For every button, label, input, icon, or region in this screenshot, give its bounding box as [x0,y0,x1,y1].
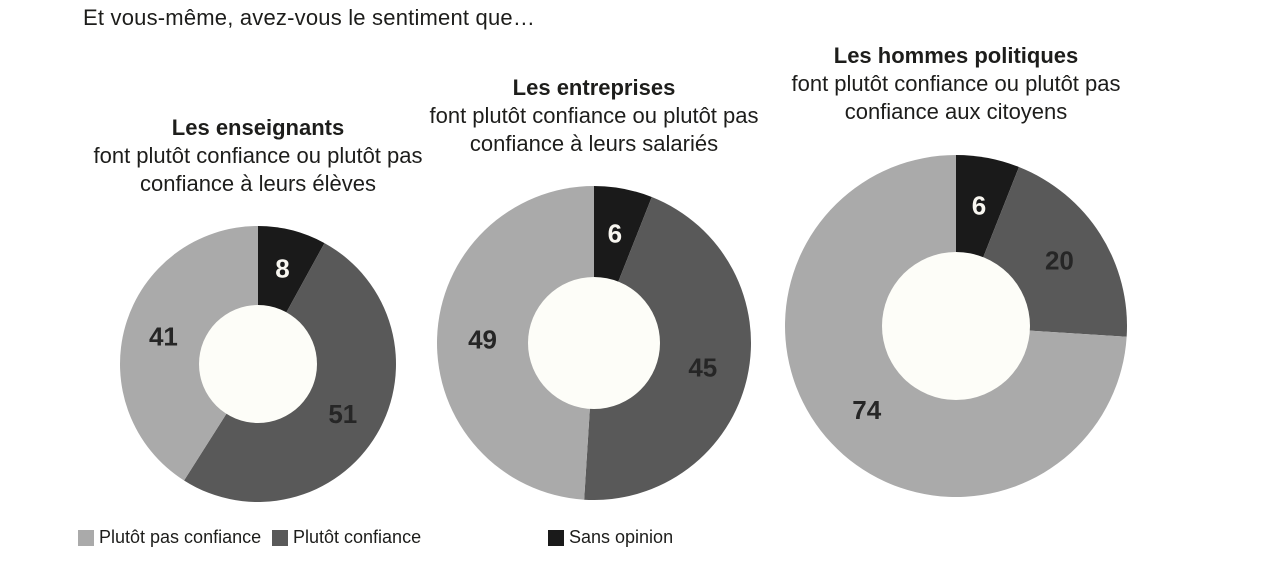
donut-value-label-sans-opinion: 6 [972,191,986,221]
chart-title-bold: Les entreprises [512,75,676,100]
donut-chart-enseignants: 8 51 41 [120,226,396,502]
donut-value-label-plutot-pas-confiance: 74 [852,395,881,425]
chart-subtitle-line: confiance à leurs salariés [469,131,719,156]
donut-chart-entreprises: 6 45 49 [437,186,751,500]
chart-subtitle-line: confiance aux citoyens [844,99,1068,124]
legend-swatch-sans-opinion [548,529,564,546]
chart-subtitle-line: font plutôt confiance ou plutôt pas [429,103,759,128]
donut-hole [199,305,317,423]
donut-value-label-plutot-confiance: 51 [328,399,357,429]
legend-label: Sans opinion [569,527,674,547]
chart-subtitle-line: confiance à leurs élèves [139,171,377,196]
donut-value-label-plutot-pas-confiance: 41 [149,322,178,352]
chart-subtitle-line: font plutôt confiance ou plutôt pas [93,143,423,168]
chart-title-hommes-politiques: Les hommes politiques font plutôt confia… [756,42,1156,126]
legend-item-plutot-confiance: Plutôt confiance [272,527,421,548]
donut-chart-hommes-politiques: 6 20 74 [785,155,1127,497]
legend-swatch-plutot-pas-confiance [78,529,94,546]
chart-title-entreprises: Les entreprises font plutôt confiance ou… [394,74,794,158]
legend-item-plutot-pas-confiance: Plutôt pas confiance [78,527,261,548]
chart-subtitle-line: font plutôt confiance ou plutôt pas [791,71,1121,96]
legend-label: Plutôt pas confiance [99,527,262,547]
chart-title-bold: Les enseignants [171,115,345,140]
donut-value-label-plutot-confiance: 45 [688,352,717,382]
legend-item-sans-opinion: Sans opinion [548,527,673,548]
donut-hole [882,252,1030,400]
donut-value-label-sans-opinion: 6 [608,218,622,248]
donut-hole [528,277,660,409]
legend-swatch-plutot-confiance [272,529,288,546]
donut-value-label-plutot-pas-confiance: 49 [468,324,497,354]
donut-slice-plutot-pas-confiance [120,226,258,481]
chart-title-enseignants: Les enseignants font plutôt confiance ou… [58,114,458,198]
legend-label: Plutôt confiance [293,527,422,547]
donut-value-label-plutot-confiance: 20 [1045,245,1074,275]
donut-slice-plutot-pas-confiance [437,186,594,500]
chart-title-bold: Les hommes politiques [833,43,1079,68]
question-text: Et vous-même, avez-vous le sentiment que… [83,5,536,30]
donut-value-label-sans-opinion: 8 [275,254,289,284]
donut-slice-plutot-confiance [584,197,751,500]
